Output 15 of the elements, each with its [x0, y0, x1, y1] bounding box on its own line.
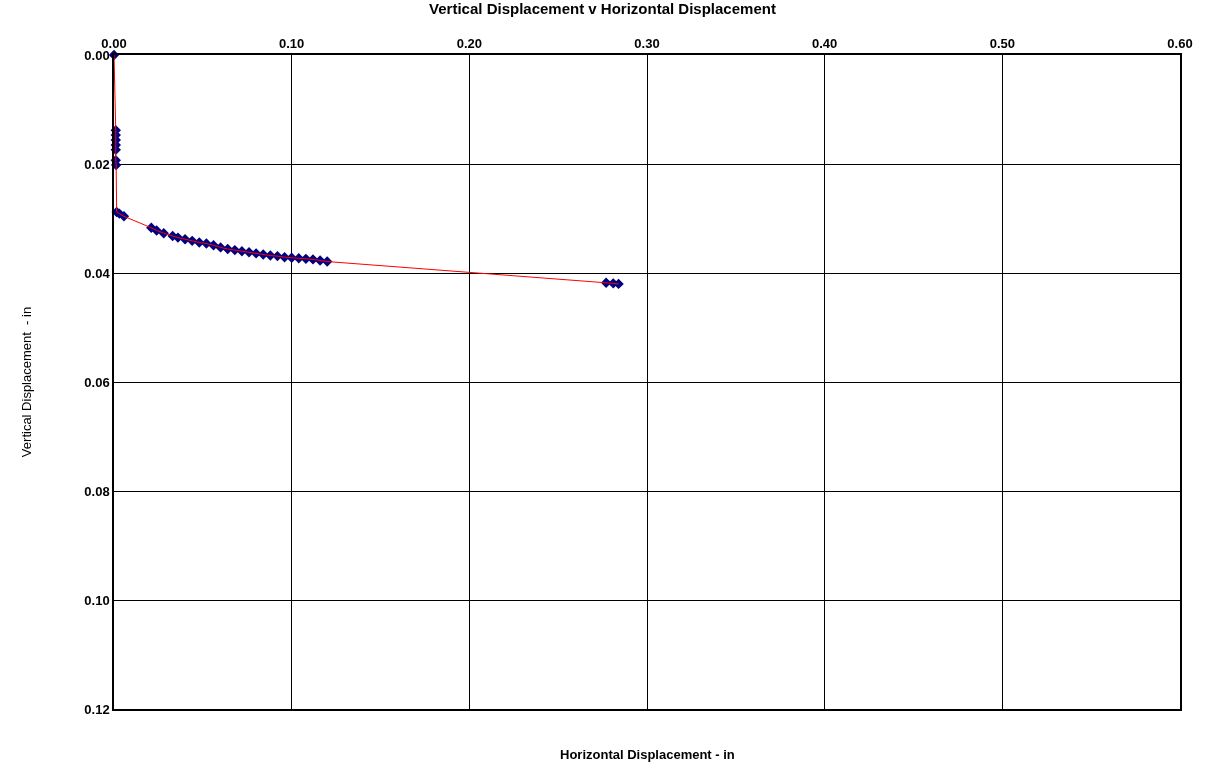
- y-tick-label: 0.06: [84, 374, 110, 390]
- y-tick-label: 0.10: [84, 592, 110, 608]
- x-tick-label: 0.20: [456, 36, 482, 52]
- x-tick-label: 0.40: [812, 36, 838, 52]
- x-tick-label: 0.60: [1167, 36, 1193, 52]
- y-tick-label: 0.02: [84, 156, 110, 172]
- x-tick-label: 0.30: [634, 36, 660, 52]
- y-tick-label: 0.12: [84, 701, 110, 717]
- x-axis-title: Horizontal Displacement - in: [560, 747, 735, 762]
- y-tick-label: 0.08: [84, 483, 110, 499]
- x-tick-label: 0.50: [989, 36, 1015, 52]
- chart-title: Vertical Displacement v Horizontal Displacement: [429, 0, 776, 18]
- x-tick-label: 0.10: [279, 36, 305, 52]
- y-axis-title: Vertical Displacement - in: [18, 306, 34, 458]
- y-tick-label: 0.04: [84, 265, 111, 281]
